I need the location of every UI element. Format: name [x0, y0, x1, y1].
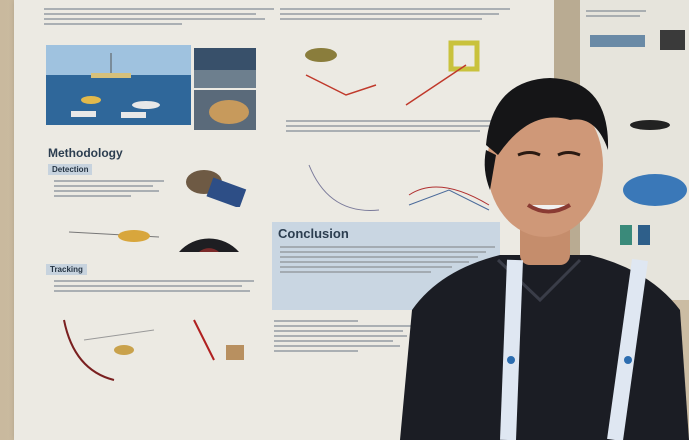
tracking-text [54, 280, 254, 295]
results-text [280, 8, 510, 23]
sonar-photo-bottom [194, 90, 256, 130]
sonar-device-image [186, 170, 247, 207]
conclusion-heading: Conclusion [278, 226, 349, 241]
results-caption [286, 120, 501, 135]
presenter-person [400, 78, 689, 440]
underwater-diagram [46, 45, 191, 125]
results-figures-top [305, 40, 480, 106]
tracking-diagram-small [68, 230, 160, 242]
tracking-plots [63, 319, 244, 381]
references-text [274, 320, 414, 355]
intro-text [44, 8, 274, 28]
adjacent-poster-figures [590, 30, 687, 245]
adjacent-poster-text [586, 10, 646, 20]
results-graphs [308, 164, 490, 211]
sonar-fan-image [179, 238, 239, 252]
tracking-subheading: Tracking [46, 264, 87, 275]
research-poster: Methodology Detection Tracking [14, 0, 554, 440]
sonar-photo-top [194, 48, 256, 88]
detection-subheading: Detection [48, 164, 93, 175]
methodology-heading: Methodology [48, 146, 123, 160]
conclusion-text [280, 246, 495, 276]
detection-text [54, 180, 164, 200]
